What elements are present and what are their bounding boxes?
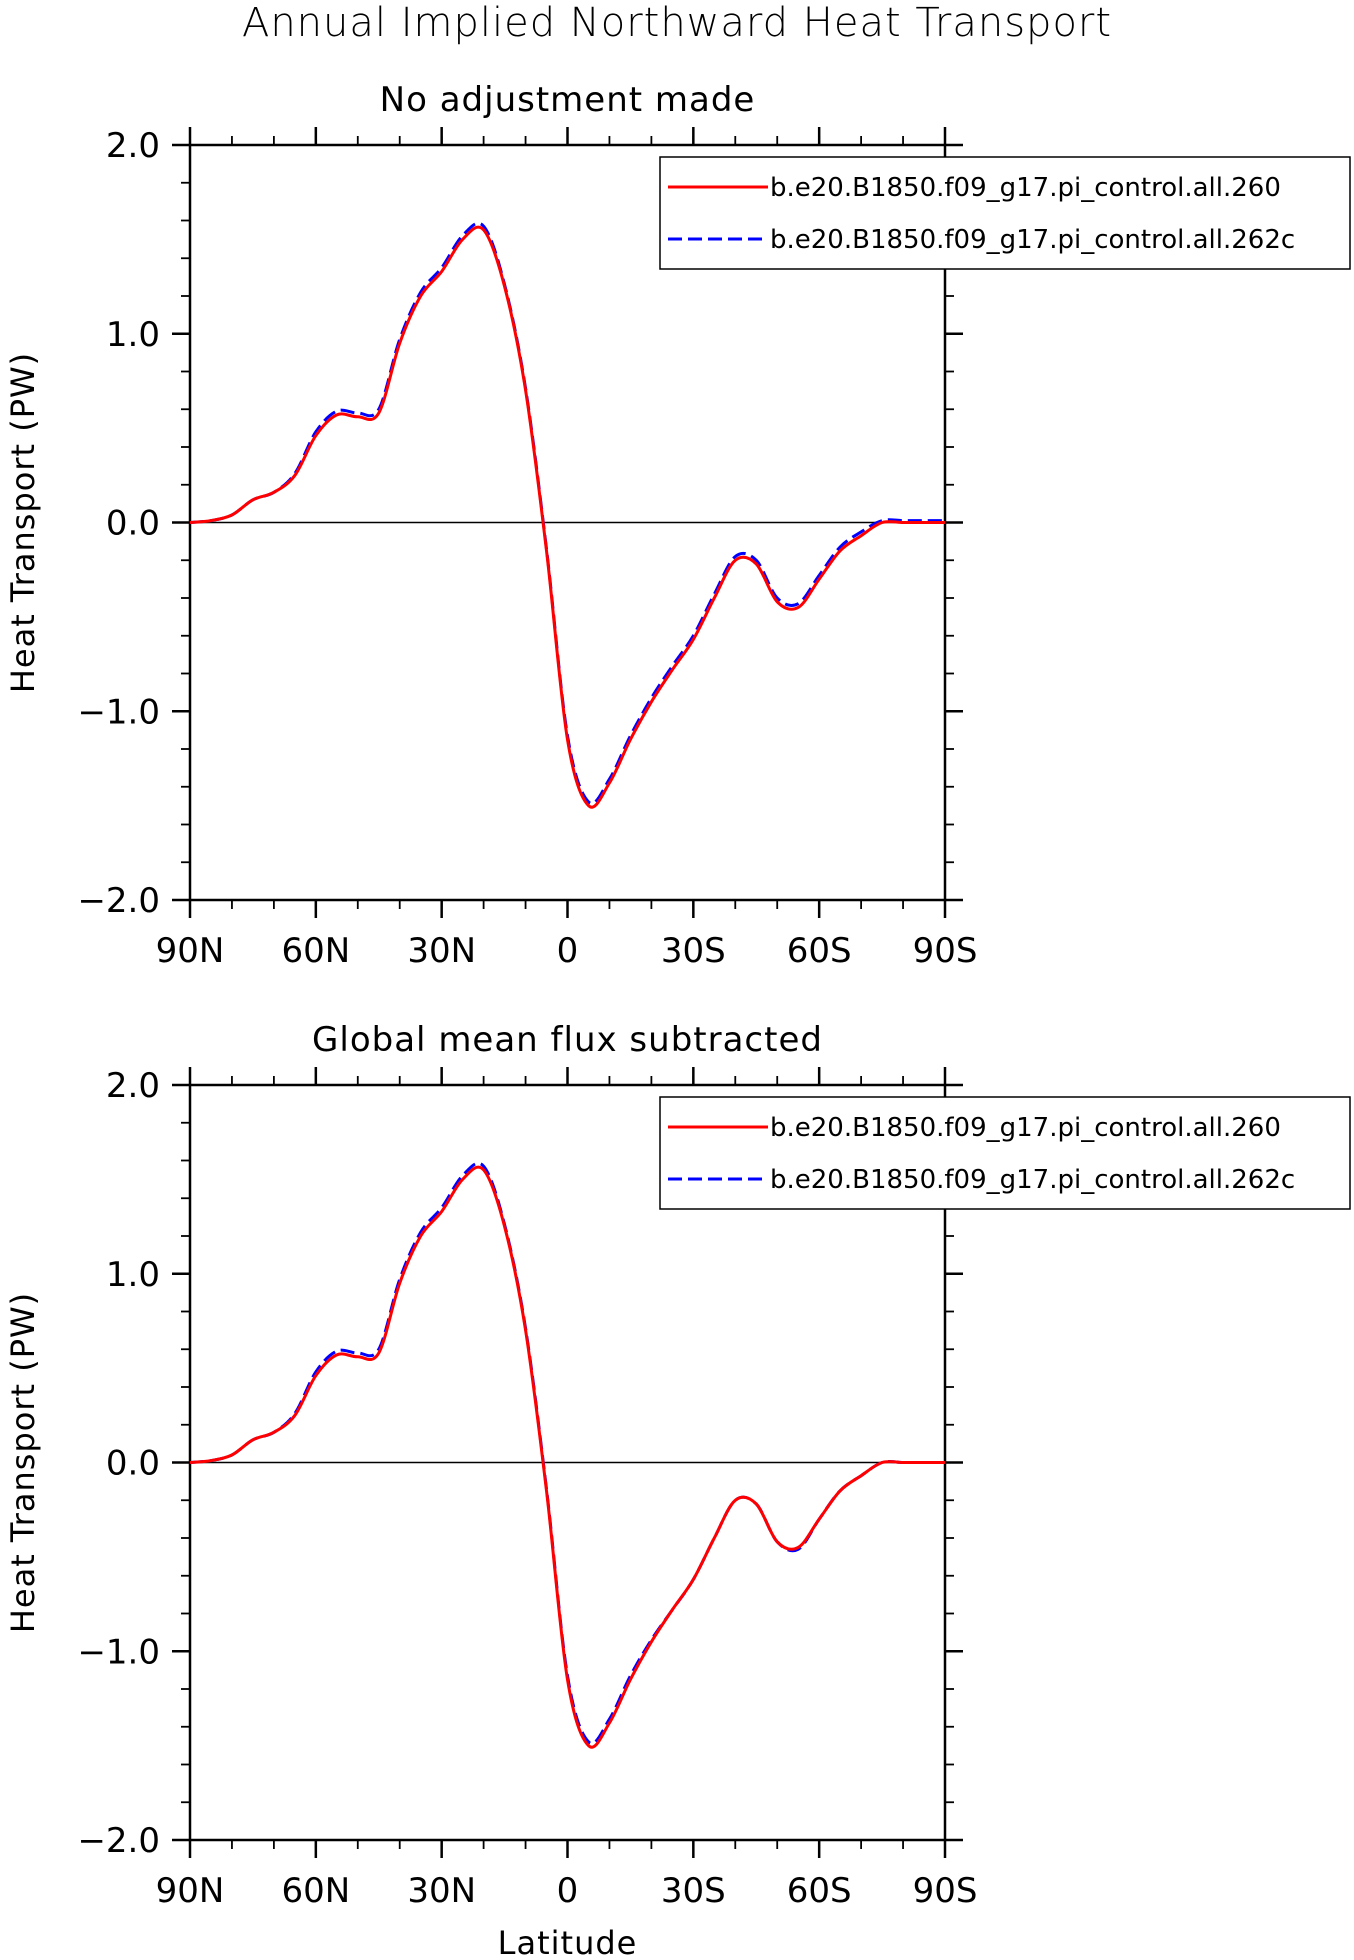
y-tick-label: 0.0 — [106, 504, 160, 544]
chart-panel-1: No adjustment made 2.0 1.0 0.0 −1.0 −2.0 90N 60… — [4, 80, 1351, 971]
legend-box — [659, 1096, 1351, 1210]
series-line-1 — [189, 225, 945, 809]
x-tick-label: 60N — [281, 931, 350, 971]
y-tick-label: −1.0 — [77, 1632, 160, 1672]
x-tick-label: 60S — [787, 1871, 852, 1911]
series-line-2 — [189, 221, 945, 805]
x-tick-label: 30N — [407, 931, 476, 971]
y-tick-label: −1.0 — [77, 692, 160, 732]
x-tick-label: 0 — [557, 931, 579, 971]
series-line-2 — [189, 1161, 945, 1745]
y-tick-label: −2.0 — [77, 1821, 160, 1861]
y-tick-label: 2.0 — [106, 126, 160, 166]
x-tick-label: 90S — [913, 1871, 978, 1911]
y-tick-label: 0.0 — [106, 1444, 160, 1484]
series-line-1 — [189, 1165, 945, 1749]
page-title: Annual Implied Northward Heat Transport — [241, 0, 1113, 46]
legend-box — [659, 156, 1351, 270]
panel-title: Global mean flux subtracted — [312, 1020, 823, 1060]
x-tick-label: 90N — [156, 1871, 225, 1911]
panel-title: No adjustment made — [380, 80, 756, 120]
x-tick-label: 30S — [661, 1871, 726, 1911]
legend: b.e20.B1850.f09_g17.pi_control.all.260 b.… — [659, 1096, 1351, 1210]
x-tick-label: 60S — [787, 931, 852, 971]
x-tick-label: 30N — [407, 1871, 476, 1911]
legend-label-2: b.e20.B1850.f09_g17.pi_control.all.262c — [770, 1165, 1295, 1195]
legend-label-2: b.e20.B1850.f09_g17.pi_control.all.262c — [770, 225, 1295, 255]
legend-label-1: b.e20.B1850.f09_g17.pi_control.all.260 — [770, 173, 1281, 203]
y-axis-title: Heat Transport (PW) — [4, 1292, 42, 1633]
x-tick-label: 30S — [661, 931, 726, 971]
y-tick-label: 2.0 — [106, 1066, 160, 1106]
x-tick-label: 90N — [156, 931, 225, 971]
legend-label-1: b.e20.B1850.f09_g17.pi_control.all.260 — [770, 1113, 1281, 1143]
y-tick-label: 1.0 — [106, 1255, 160, 1295]
y-axis-title: Heat Transport (PW) — [4, 352, 42, 693]
chart-panel-2: Global mean flux subtracted 2.0 1.0 0.0 −1.0… — [4, 1020, 1351, 1960]
legend: b.e20.B1850.f09_g17.pi_control.all.260 b.… — [659, 156, 1351, 270]
y-tick-label: 1.0 — [106, 315, 160, 355]
x-tick-label: 60N — [281, 1871, 350, 1911]
x-axis-title: Latitude — [498, 1924, 638, 1960]
x-tick-label: 90S — [913, 931, 978, 971]
x-tick-label: 0 — [557, 1871, 579, 1911]
y-tick-label: −2.0 — [77, 881, 160, 921]
